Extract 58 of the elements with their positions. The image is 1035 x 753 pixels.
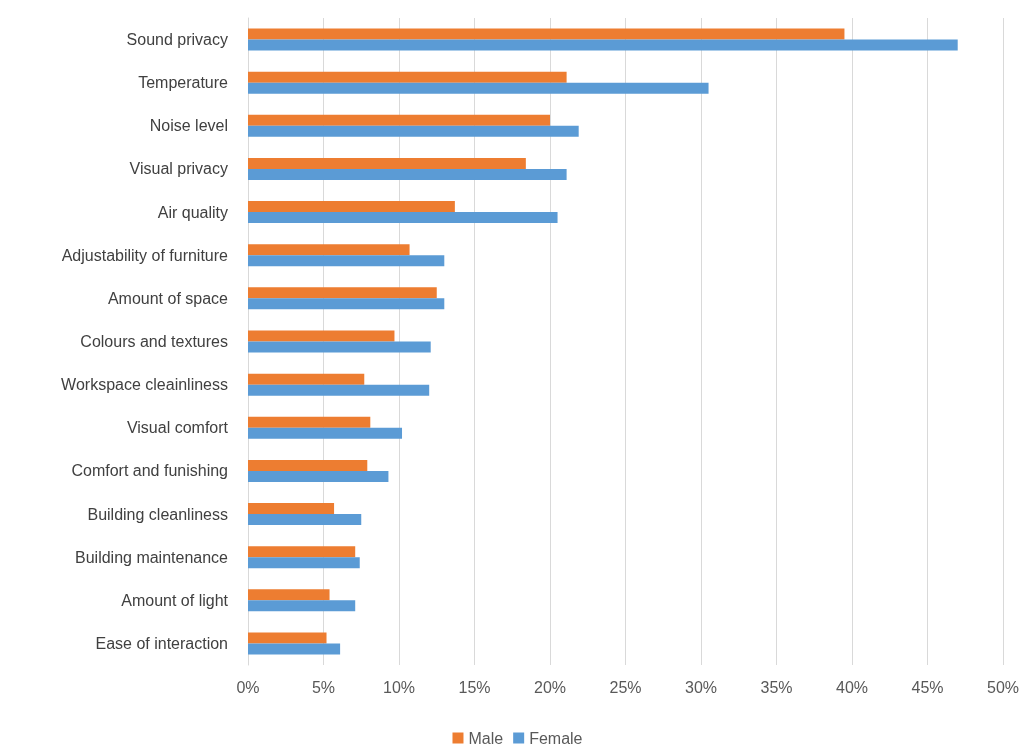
bar bbox=[248, 384, 430, 396]
y-tick-label: Temperature bbox=[138, 74, 229, 92]
bar bbox=[248, 298, 445, 310]
y-tick-label: Sound privacy bbox=[126, 31, 228, 49]
bar bbox=[248, 459, 368, 471]
bar bbox=[248, 557, 360, 569]
bar bbox=[248, 125, 579, 137]
bar bbox=[248, 71, 567, 83]
y-tick-label: Noise level bbox=[149, 117, 228, 135]
bar bbox=[248, 416, 371, 428]
bar bbox=[248, 589, 330, 601]
bar bbox=[248, 157, 526, 169]
y-tick-label: Air quality bbox=[157, 203, 228, 221]
bar bbox=[248, 632, 327, 644]
bar bbox=[248, 114, 550, 126]
bar bbox=[248, 373, 365, 385]
y-tick-label: Building maintenance bbox=[75, 548, 229, 566]
x-tick-label: 35% bbox=[760, 678, 793, 696]
x-tick-label: 50% bbox=[986, 678, 1020, 696]
legend-label: Male bbox=[468, 729, 504, 747]
x-tick-label: 5% bbox=[311, 678, 336, 696]
bar bbox=[248, 39, 958, 51]
bar bbox=[248, 470, 389, 482]
bar bbox=[248, 168, 567, 180]
bar bbox=[248, 28, 845, 40]
y-tick-label: Building cleanliness bbox=[87, 505, 228, 523]
bar bbox=[248, 427, 403, 439]
y-tick-label: Visual privacy bbox=[129, 160, 228, 178]
x-tick-label: 20% bbox=[533, 678, 567, 696]
x-tick-label: 45% bbox=[911, 678, 944, 696]
y-tick-label: Adjustability of furniture bbox=[61, 246, 229, 264]
y-tick-label: Amount of space bbox=[107, 289, 229, 307]
y-tick-label: Ease of interaction bbox=[95, 634, 228, 652]
bar bbox=[248, 600, 356, 612]
bar bbox=[248, 643, 341, 655]
x-tick-label: 10% bbox=[382, 678, 416, 696]
bar bbox=[248, 212, 558, 224]
y-tick-label: Workspace cleainliness bbox=[61, 376, 228, 394]
bar bbox=[248, 546, 356, 558]
y-tick-label: Colours and textures bbox=[80, 333, 228, 350]
bar bbox=[248, 244, 410, 256]
bar bbox=[248, 82, 709, 94]
y-tick-label: Visual comfort bbox=[126, 419, 229, 437]
bar bbox=[248, 503, 335, 515]
x-tick-label: 40% bbox=[835, 678, 869, 696]
bar bbox=[248, 341, 431, 353]
x-tick-label: 0% bbox=[236, 678, 260, 696]
bar bbox=[248, 330, 395, 342]
x-tick-label: 25% bbox=[609, 678, 642, 696]
bar bbox=[248, 514, 362, 526]
x-tick-label: 30% bbox=[684, 678, 718, 696]
y-tick-label: Comfort and funishing bbox=[71, 462, 228, 480]
x-tick-label: 15% bbox=[458, 678, 491, 696]
legend-label: Female bbox=[529, 729, 583, 747]
bar bbox=[248, 287, 437, 299]
bar bbox=[248, 255, 445, 267]
bar bbox=[248, 201, 455, 213]
y-tick-label: Amount of light bbox=[121, 591, 229, 609]
